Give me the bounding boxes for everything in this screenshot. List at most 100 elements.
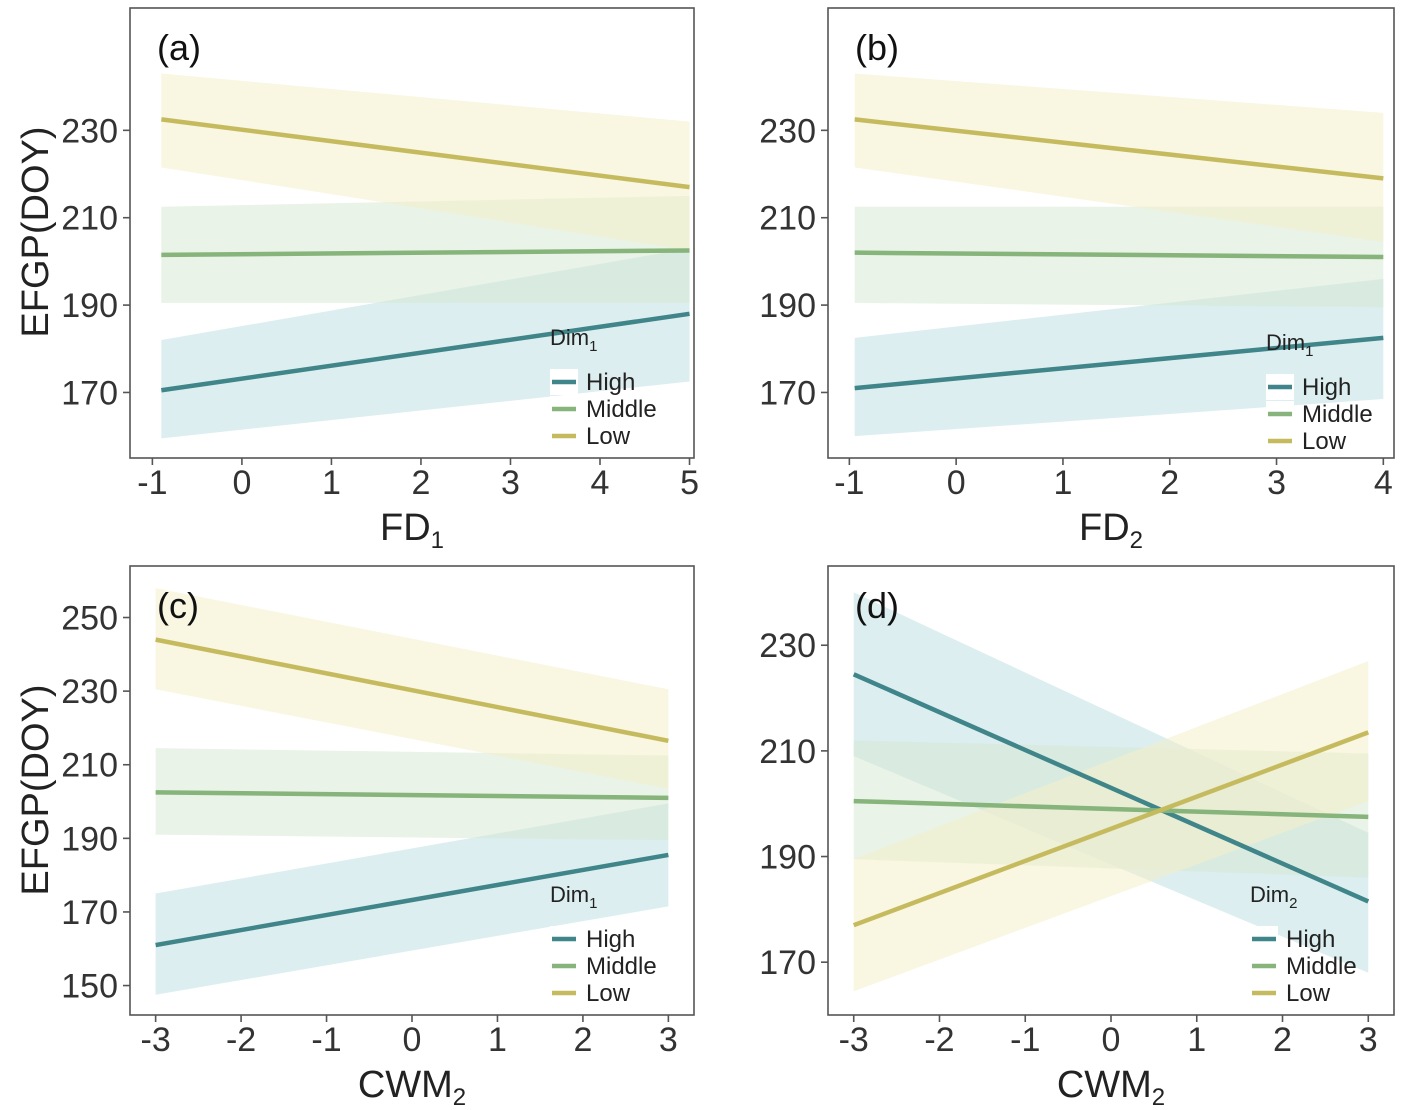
confidence-band-low bbox=[853, 661, 1369, 992]
x-tick-label: 0 bbox=[947, 464, 966, 502]
y-tick-label: 210 bbox=[61, 747, 118, 785]
legend-title-subscript: 2 bbox=[1289, 895, 1297, 912]
legend-title-subscript: 1 bbox=[589, 895, 597, 912]
x-axis-label-subscript: 2 bbox=[1130, 527, 1143, 554]
x-tick-label: -1 bbox=[311, 1021, 341, 1059]
legend-item-low: Low bbox=[586, 980, 631, 1007]
x-tick-label: 4 bbox=[591, 464, 610, 502]
panel-label: (b) bbox=[855, 27, 899, 68]
y-tick-label: 170 bbox=[759, 374, 816, 412]
x-tick-label: -1 bbox=[834, 464, 864, 502]
x-tick-label: 3 bbox=[1267, 464, 1286, 502]
y-tick-label: 210 bbox=[61, 200, 118, 238]
series-line-middle bbox=[853, 798, 1369, 820]
x-axis-label: CWM2 bbox=[358, 1064, 466, 1110]
x-tick-label: 0 bbox=[232, 464, 251, 502]
x-tick-label: -1 bbox=[137, 464, 167, 502]
legend-title: Dim1 bbox=[550, 325, 597, 355]
series-line-middle bbox=[155, 790, 669, 801]
x-tick-label: 1 bbox=[1187, 1021, 1206, 1059]
series-line-high bbox=[155, 852, 669, 948]
x-tick-label: 2 bbox=[411, 464, 430, 502]
legend-item-high: High bbox=[586, 926, 635, 953]
series-line-low bbox=[155, 637, 669, 744]
legend-item-high: High bbox=[1286, 926, 1335, 953]
y-tick-label: 190 bbox=[759, 839, 816, 877]
legend-title: Dim2 bbox=[1250, 882, 1297, 912]
legend-item-middle: Middle bbox=[586, 396, 657, 423]
y-tick-label: 210 bbox=[759, 200, 816, 238]
x-tick-label: 1 bbox=[1053, 464, 1072, 502]
y-tick-label: 230 bbox=[61, 673, 118, 711]
x-tick-label: 3 bbox=[1359, 1021, 1378, 1059]
y-tick-label: 150 bbox=[61, 968, 118, 1006]
y-tick-label: 210 bbox=[759, 733, 816, 771]
series-line-middle bbox=[161, 248, 690, 258]
series-line-middle bbox=[854, 250, 1384, 260]
legend-item-high: High bbox=[1302, 374, 1351, 401]
series-line-high bbox=[852, 672, 1370, 904]
legend-item-middle: Middle bbox=[1302, 401, 1373, 428]
x-tick-label: -2 bbox=[226, 1021, 256, 1059]
x-tick-label: -2 bbox=[924, 1021, 954, 1059]
x-tick-label: 3 bbox=[659, 1021, 678, 1059]
legend-item-high: High bbox=[586, 369, 635, 396]
x-axis-label-main: CWM bbox=[1057, 1064, 1152, 1106]
y-tick-label: 170 bbox=[759, 944, 816, 982]
x-axis-label: CWM2 bbox=[1057, 1064, 1165, 1110]
x-tick-label: -3 bbox=[141, 1021, 171, 1059]
legend-title-main: Dim bbox=[550, 325, 589, 350]
y-tick-label: 170 bbox=[61, 374, 118, 412]
x-tick-label: 2 bbox=[1160, 464, 1179, 502]
x-axis-label-subscript: 2 bbox=[453, 1084, 466, 1110]
y-tick-label: 250 bbox=[61, 600, 118, 638]
x-axis-label-main: FD bbox=[380, 507, 431, 549]
x-axis-label-main: CWM bbox=[358, 1064, 453, 1106]
x-axis-label-subscript: 1 bbox=[431, 527, 444, 554]
x-tick-label: 5 bbox=[680, 464, 699, 502]
x-tick-label: 0 bbox=[1102, 1021, 1121, 1059]
panel-label: (c) bbox=[157, 585, 199, 626]
y-tick-label: 170 bbox=[61, 894, 118, 932]
legend-title-subscript: 1 bbox=[589, 338, 597, 355]
y-tick-label: 190 bbox=[61, 287, 118, 325]
x-tick-label: 2 bbox=[573, 1021, 592, 1059]
series-line-high bbox=[854, 335, 1384, 391]
y-tick-label: 230 bbox=[759, 627, 816, 665]
legend-item-middle: Middle bbox=[1286, 953, 1357, 980]
legend-item-low: Low bbox=[1302, 428, 1347, 455]
x-tick-label: -3 bbox=[839, 1021, 869, 1059]
legend-item-middle: Middle bbox=[586, 953, 657, 980]
x-tick-label: 0 bbox=[403, 1021, 422, 1059]
x-tick-label: -1 bbox=[1010, 1021, 1040, 1059]
x-axis-label: FD1 bbox=[380, 507, 444, 554]
series-line-low bbox=[852, 730, 1370, 928]
x-tick-label: 3 bbox=[501, 464, 520, 502]
legend-title: Dim1 bbox=[550, 882, 597, 912]
y-axis-label-bottom: EFGP(DOY) bbox=[15, 684, 57, 895]
series-line-low bbox=[161, 117, 690, 190]
legend-title-main: Dim bbox=[550, 882, 589, 907]
series-line-high bbox=[161, 311, 690, 393]
y-tick-label: 190 bbox=[61, 820, 118, 858]
x-tick-label: 1 bbox=[322, 464, 341, 502]
panel-label: (a) bbox=[157, 27, 201, 68]
legend-title-subscript: 1 bbox=[1305, 343, 1313, 360]
y-tick-label: 190 bbox=[759, 287, 816, 325]
y-tick-label: 230 bbox=[61, 112, 118, 150]
x-tick-label: 2 bbox=[1273, 1021, 1292, 1059]
y-tick-label: 230 bbox=[759, 112, 816, 150]
legend-item-low: Low bbox=[1286, 980, 1331, 1007]
series-line-low bbox=[854, 117, 1384, 181]
x-axis-label-main: FD bbox=[1079, 507, 1130, 549]
legend-title: Dim1 bbox=[1266, 330, 1313, 360]
confidence-band-high bbox=[854, 278, 1384, 437]
legend-title-main: Dim bbox=[1250, 882, 1289, 907]
y-axis-label-top: EFGP(DOY) bbox=[15, 126, 57, 337]
legend-title-main: Dim bbox=[1266, 330, 1305, 355]
confidence-band-low bbox=[854, 73, 1384, 242]
